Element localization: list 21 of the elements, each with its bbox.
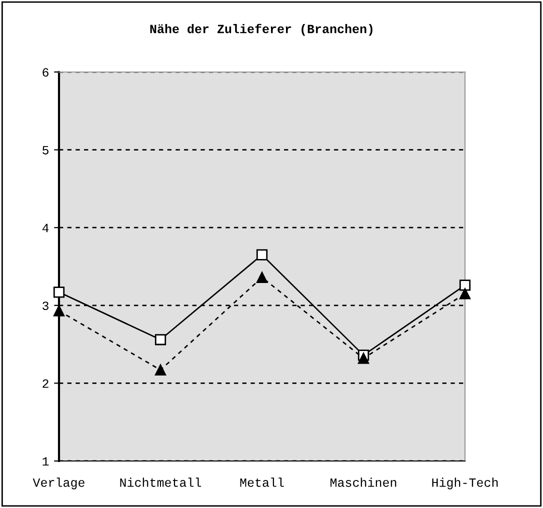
y-tick-label: 4	[42, 224, 49, 232]
y-tick-label: 2	[42, 379, 48, 388]
x-tick-label: High-Tech	[432, 478, 498, 490]
point	[256, 249, 268, 260]
chart-title: Nähe der Zulieferer (Branchen)	[150, 24, 372, 36]
point	[53, 305, 65, 316]
x-tick-label: Verlage	[32, 478, 84, 490]
y-tick-label: 6	[42, 68, 48, 77]
x-tick-label: Maschinen	[330, 478, 396, 487]
point	[256, 272, 268, 283]
y-tick-label: 5	[42, 146, 48, 154]
point	[154, 364, 166, 376]
y-tick-label: 3	[42, 302, 48, 310]
y-tick-label: 1	[42, 457, 49, 466]
point	[358, 352, 370, 364]
point	[154, 334, 166, 346]
point	[53, 286, 65, 298]
x-tick-label: Metall	[240, 478, 284, 487]
point	[459, 288, 471, 300]
point	[459, 280, 471, 291]
x-tick-label: Nichtmetall	[120, 478, 202, 487]
